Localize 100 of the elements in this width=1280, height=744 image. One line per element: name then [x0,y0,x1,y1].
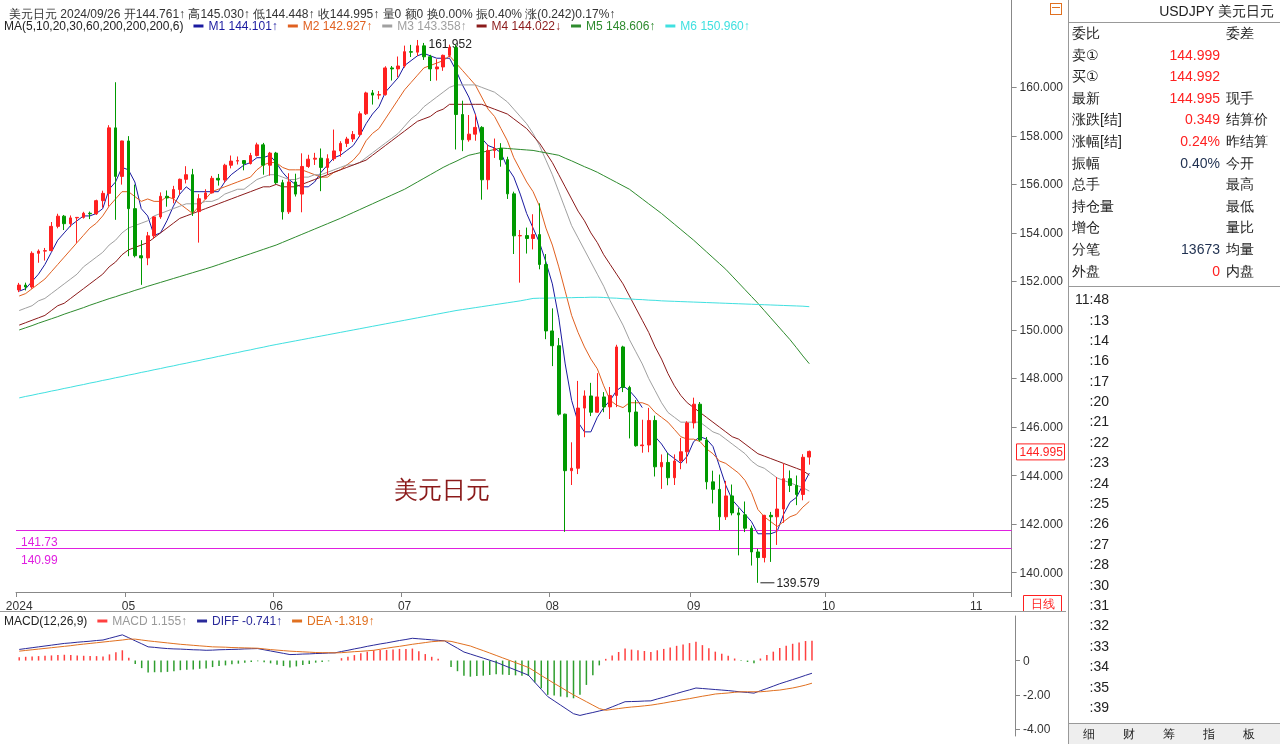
text: 美元日元 2024/09/26 开144.761↑ 高145.030↑ 低144.448↑ 收144.995↑ 量0 额0 换0.00% 振0.40% 涨(0.242)0.17%↑ [9,7,616,21]
candlestick [685,420,689,464]
candlestick [705,436,708,490]
candlestick [255,142,259,157]
candlestick [24,282,27,291]
candlestick [602,391,606,413]
text: 日线 [1030,596,1055,611]
candlestick [133,184,137,258]
text: 13673 [1181,240,1220,257]
text: USDJPY 美元日元 [1069,0,1280,23]
candlestick [660,453,663,490]
candlestick [634,399,638,448]
text: :27 [1088,534,1109,554]
candlestick [165,189,169,208]
candlestick [184,165,188,184]
candlestick [139,239,143,286]
candlestick [229,155,233,169]
text: :33 [1088,636,1109,656]
text: 板 [1242,726,1256,743]
candlestick [17,282,21,293]
candlestick [673,453,676,486]
y-tick-label: 146.000 [1019,420,1064,435]
candlestick [191,168,194,217]
candlestick [339,140,342,158]
candlestick [396,56,400,78]
candlestick [403,45,406,69]
category-label: 最低 [1226,197,1254,214]
y-tick-label: 158.000 [1019,128,1064,143]
x-tick-label: 09 [686,599,701,613]
text: 144.995 [1019,444,1064,459]
candlestick [531,213,535,250]
candlestick [583,389,586,438]
candlestick [43,247,47,262]
candlestick [383,65,387,97]
candlestick [544,253,548,340]
candlestick [428,54,432,82]
candlestick [493,138,496,159]
text: 144.995 [1169,89,1220,106]
y-tick-label: -4.00 [1023,722,1051,737]
y-tick-label: 160.000 [1019,80,1064,95]
legend-label: M3 143.358↑ [397,19,467,33]
candlestick [762,514,766,563]
category-label: 均量 [1226,240,1254,257]
candlestick [281,179,284,221]
candlestick [313,152,317,166]
text: :28 [1088,555,1109,575]
candlestick [287,172,291,215]
text: :16 [1088,351,1109,371]
candlestick [377,90,381,100]
candlestick [101,190,105,209]
category-label: 卖① [1071,45,1100,65]
text: 0 [1212,262,1220,279]
text: :32 [1088,616,1109,636]
candlestick [30,250,34,290]
x-tick-label: 07 [397,599,412,613]
candlestick [506,156,509,200]
candlestick [640,419,644,454]
category-label: 最新 [1071,88,1101,108]
candlestick [242,159,246,171]
category-label: 振幅 [1071,153,1101,173]
x-tick-label: 2024 [5,599,33,613]
candlestick [743,501,747,533]
candlestick [114,81,117,221]
category-label: 持仓量 [1071,196,1115,216]
candlestick [197,193,201,244]
y-tick-label: 0 [1023,653,1030,668]
candlestick [628,385,631,439]
candlestick [512,191,516,255]
candlestick [467,114,471,143]
candlestick [589,382,593,417]
candlestick [473,113,477,142]
legend-label: M2 142.927↑ [302,19,373,33]
candlestick [518,229,522,284]
category-label: 增仓 [1071,218,1101,238]
category-label: 委比 [1071,24,1101,43]
candlestick [306,154,310,169]
candlestick [563,413,567,533]
candlestick [653,415,657,478]
text: :30 [1088,575,1109,595]
category-label: 涨跌[结] [1071,110,1123,130]
text: 11:48 [1074,290,1109,310]
candlestick [422,42,426,61]
category-label: 买① [1071,67,1100,87]
candlestick [718,474,721,531]
candlestick [371,89,374,106]
text: 0.24% [1180,132,1220,149]
candlestick [621,345,625,393]
text: :39 [1088,697,1109,717]
candlestick [499,142,503,168]
candlestick [647,407,651,453]
text: :34 [1088,657,1109,677]
candlestick [595,372,599,414]
candlestick [62,214,66,231]
legend-label: MACD 1.155↑ [112,614,188,628]
text: :17 [1088,371,1109,391]
candlestick [82,211,85,220]
candlestick [756,548,760,584]
text: :31 [1088,596,1109,615]
candlestick [698,401,702,443]
candlestick [795,475,798,506]
